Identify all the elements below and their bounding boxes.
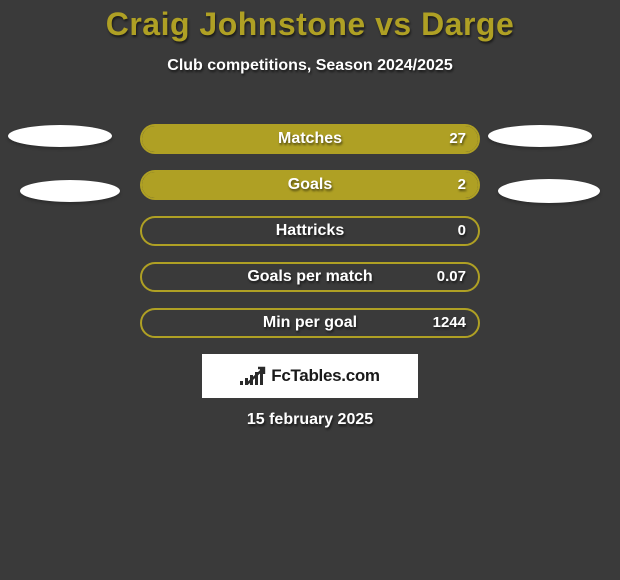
logo-arrow-icon: [245, 366, 267, 386]
stat-row: Goals per match0.07: [140, 262, 480, 292]
decorative-ellipse: [488, 125, 592, 147]
stats-bars: Matches27 Goals2 Hattricks0 Goals per match…: [140, 124, 480, 354]
page-title: Craig Johnstone vs Darge: [0, 0, 620, 43]
bar-value: 2: [458, 170, 466, 200]
decorative-ellipse: [8, 125, 112, 147]
bar-label: Hattricks: [140, 216, 480, 246]
decorative-ellipse: [498, 179, 600, 203]
bar-label: Goals: [140, 170, 480, 200]
stat-row: Goals2: [140, 170, 480, 200]
bar-value: 1244: [433, 308, 466, 338]
logo-inner: FcTables.com: [240, 366, 380, 386]
bar-label: Matches: [140, 124, 480, 154]
stat-row: Matches27: [140, 124, 480, 154]
comparison-infographic: Craig Johnstone vs Darge Club competitio…: [0, 0, 620, 580]
stat-row: Hattricks0: [140, 216, 480, 246]
bar-value: 0.07: [437, 262, 466, 292]
bar-label: Min per goal: [140, 308, 480, 338]
decorative-ellipse: [20, 180, 120, 202]
logo-text: FcTables.com: [271, 366, 380, 386]
bar-label: Goals per match: [140, 262, 480, 292]
fctables-logo: FcTables.com: [202, 354, 418, 398]
bar-value: 27: [449, 124, 466, 154]
infographic-date: 15 february 2025: [0, 411, 620, 429]
bar-value: 0: [458, 216, 466, 246]
stat-row: Min per goal1244: [140, 308, 480, 338]
page-subtitle: Club competitions, Season 2024/2025: [0, 57, 620, 75]
